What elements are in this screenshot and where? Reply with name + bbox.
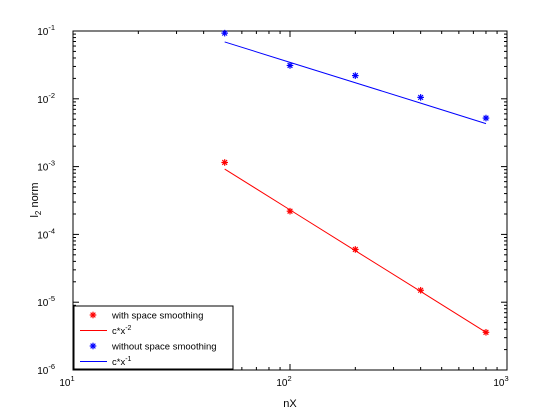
y-tick-label-base: 10 (37, 27, 49, 38)
data-point-series-2 (417, 94, 424, 101)
y-tick-label-exponent: -3 (48, 159, 55, 168)
y-axis-label: l2 norm (29, 182, 43, 217)
data-point-series-0-stroke (352, 246, 359, 253)
data-point-series-2 (221, 29, 228, 37)
data-point-series-2-stroke (417, 94, 424, 101)
legend-marker-swatch (89, 342, 97, 350)
y-tick-label-base: 10 (37, 230, 49, 241)
legend-entry-exponent: -1 (125, 356, 131, 363)
data-point-series-0-stroke (417, 287, 424, 294)
data-point-series-0 (482, 328, 490, 336)
y-tick-label: 10-1 (37, 23, 55, 38)
y-tick-label: 10-5 (37, 294, 55, 309)
legend-marker-swatch-stroke (90, 312, 96, 318)
legend-entry-name: c*x (112, 326, 125, 337)
y-tick-label-base: 10 (37, 163, 49, 174)
data-point-series-2-stroke (287, 62, 293, 69)
y-axis-label-rest: norm (29, 182, 41, 210)
y-tick-label-exponent: -6 (48, 362, 55, 371)
legend-box (73, 305, 234, 370)
data-point-series-0-stroke (287, 208, 293, 214)
y-tick-label-base: 10 (37, 95, 49, 106)
y-axis-label-main: l (29, 215, 41, 217)
data-point-series-2-stroke (352, 72, 359, 79)
x-tick-label-base: 10 (276, 378, 288, 389)
y-tick-label-exponent: -1 (48, 23, 55, 32)
axis-ticks (72, 31, 507, 371)
y-tick-label-base: 10 (37, 298, 49, 309)
x-tick-label: 102 (276, 374, 291, 389)
data-point-series-0-stroke (221, 159, 228, 166)
data-point-series-0 (352, 246, 359, 253)
x-tick-label-exponent: 3 (504, 374, 508, 383)
x-axis-label: nX (283, 398, 297, 410)
series-layer (221, 29, 490, 336)
data-point-series-2 (482, 114, 490, 122)
legend-entry-label: with space smoothing (111, 311, 203, 322)
x-tick-label-base: 10 (59, 378, 71, 389)
legend-marker-swatch-stroke (90, 343, 96, 349)
data-point-series-2-stroke (221, 30, 228, 36)
y-tick-label: 10-2 (37, 91, 55, 106)
series-line-1 (224, 168, 487, 333)
data-point-series-0 (221, 159, 228, 166)
x-tick-label: 101 (59, 374, 74, 389)
legend-entry-label: without space smoothing (111, 342, 217, 353)
legend-marker-swatch (89, 311, 97, 319)
x-tick-label-base: 10 (493, 378, 505, 389)
legend-entry-name: c*x (112, 357, 125, 368)
legend-entry-label: c*x-1 (112, 356, 132, 368)
data-point-series-0-stroke (483, 329, 489, 336)
legend-entry-label: c*x-2 (112, 325, 132, 337)
series-line-3 (224, 41, 487, 125)
data-point-series-2-stroke (483, 115, 489, 121)
y-tick-label-base: 10 (37, 366, 49, 377)
data-point-series-2 (286, 62, 294, 69)
y-axis-label-sub: 2 (34, 210, 43, 215)
x-tick-label-exponent: 1 (70, 374, 74, 383)
y-tick-label: 10-6 (37, 362, 55, 377)
y-tick-label: 10-3 (37, 159, 55, 174)
x-tick-label: 103 (493, 374, 508, 389)
y-tick-label-exponent: -5 (48, 294, 55, 303)
legend-entry-name: with space smoothing (111, 311, 203, 322)
data-point-series-2 (352, 72, 359, 79)
x-tick-label-exponent: 2 (287, 374, 291, 383)
y-tick-label: 10-4 (37, 226, 55, 241)
legend-entry-name: without space smoothing (111, 342, 217, 353)
y-tick-label-exponent: -4 (48, 226, 55, 235)
y-tick-label-exponent: -2 (48, 91, 55, 100)
legend-entry-exponent: -2 (125, 325, 131, 332)
